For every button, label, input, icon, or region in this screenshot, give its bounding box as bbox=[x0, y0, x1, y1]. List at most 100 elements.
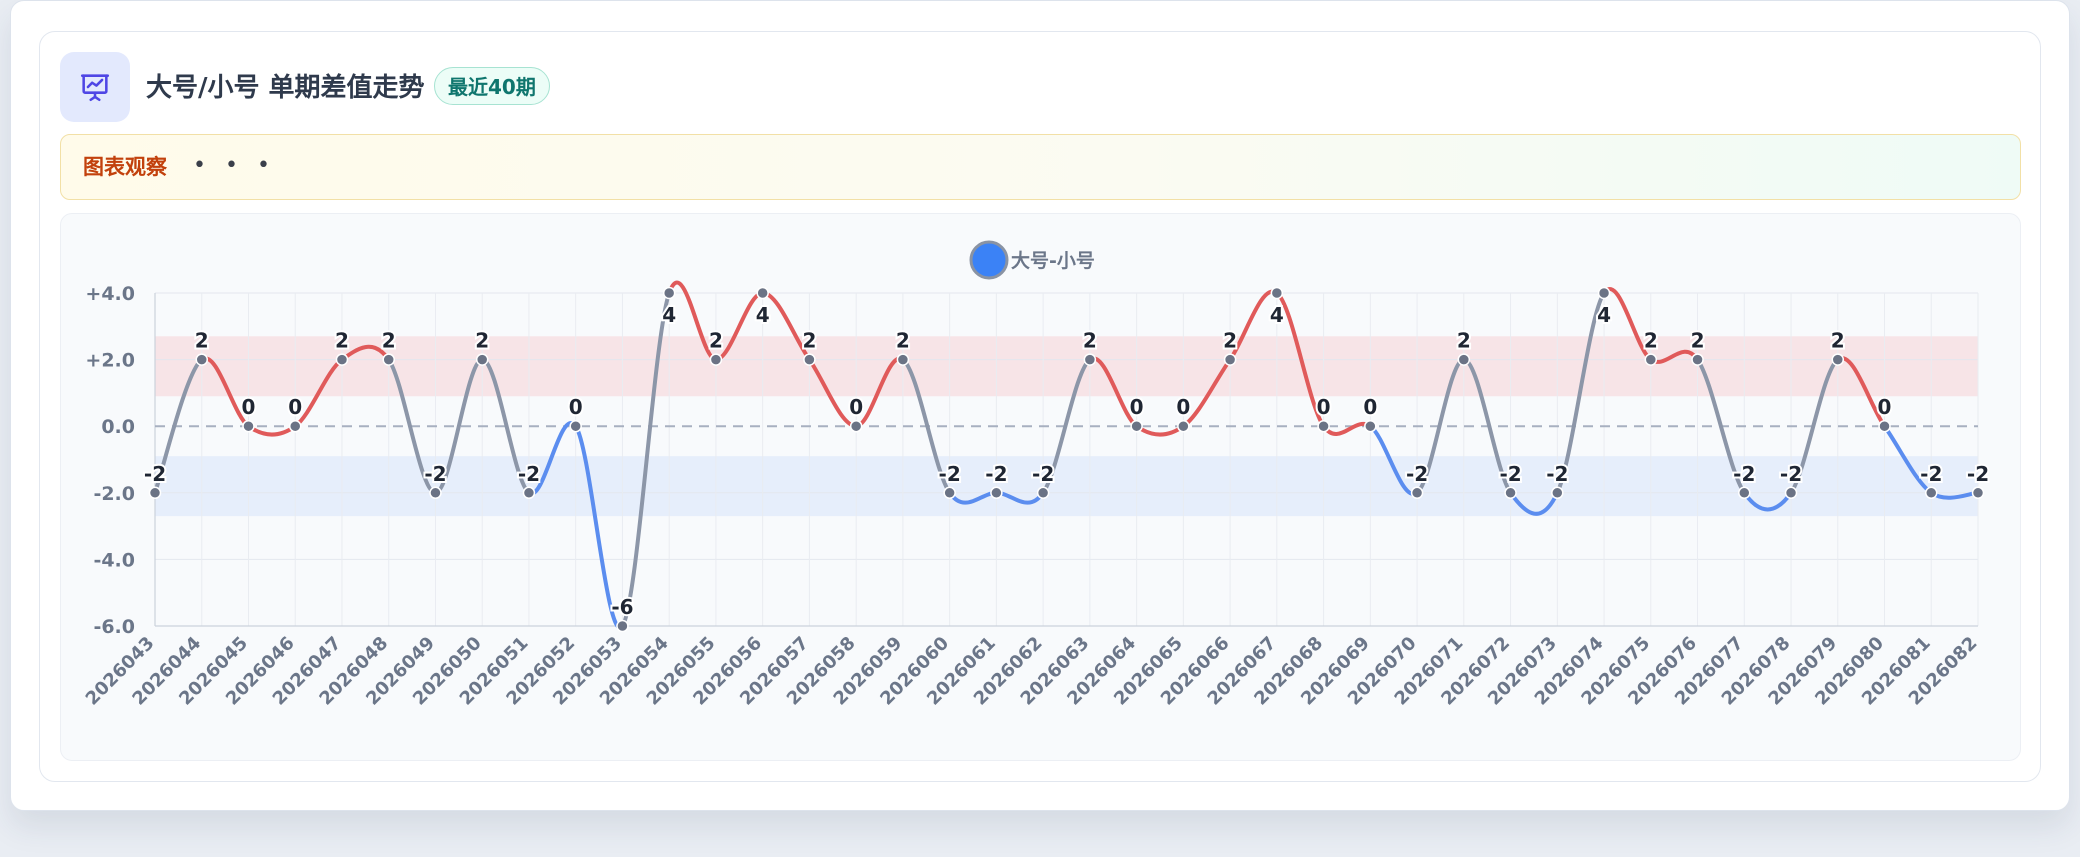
series-line-segment bbox=[667, 280, 718, 362]
data-label: 0 bbox=[1317, 395, 1331, 419]
data-label: 2 bbox=[1691, 329, 1705, 353]
data-label: 0 bbox=[1176, 395, 1190, 419]
data-point[interactable] bbox=[943, 486, 956, 500]
data-point[interactable] bbox=[1878, 419, 1891, 433]
data-point[interactable] bbox=[849, 419, 863, 433]
page-title: 大号/小号 单期差值走势 bbox=[146, 73, 425, 103]
data-point[interactable] bbox=[522, 486, 536, 500]
series-line-segment bbox=[480, 357, 531, 495]
data-point[interactable] bbox=[1410, 486, 1424, 500]
legend-marker[interactable] bbox=[969, 240, 1009, 280]
data-point[interactable] bbox=[1971, 486, 1985, 500]
data-point[interactable] bbox=[288, 419, 302, 433]
data-label: -2 bbox=[1406, 462, 1428, 486]
data-label: 0 bbox=[1878, 395, 1892, 419]
data-label: 2 bbox=[475, 329, 489, 353]
data-point[interactable] bbox=[616, 619, 629, 633]
series-line-segment bbox=[1602, 287, 1653, 362]
series-line-segment bbox=[293, 357, 344, 429]
series-line-segment bbox=[1134, 424, 1186, 437]
data-point[interactable] bbox=[1925, 486, 1938, 500]
series-line-segment bbox=[620, 291, 672, 628]
data-point[interactable] bbox=[1317, 419, 1330, 433]
data-point[interactable] bbox=[569, 419, 582, 433]
data-label: 2 bbox=[195, 329, 209, 353]
data-label: 2 bbox=[802, 329, 816, 353]
series-line-segment bbox=[386, 357, 438, 495]
y-tick-label: 0.0 bbox=[101, 416, 135, 438]
data-label: 0 bbox=[288, 395, 302, 419]
data-label: 4 bbox=[756, 303, 770, 327]
data-point[interactable] bbox=[1223, 353, 1237, 366]
data-label: -2 bbox=[424, 462, 446, 486]
series-line-segment bbox=[1742, 490, 1794, 512]
series-line-segment bbox=[433, 357, 485, 495]
legend-label[interactable]: 大号-小号 bbox=[1011, 249, 1095, 272]
series-line-segment bbox=[1415, 357, 1466, 495]
more-dots-icon[interactable]: • • • bbox=[193, 153, 276, 178]
data-point[interactable] bbox=[662, 286, 676, 300]
data-label: 2 bbox=[709, 329, 723, 353]
data-point[interactable] bbox=[1597, 286, 1611, 300]
data-label: -6 bbox=[611, 595, 633, 619]
data-point[interactable] bbox=[1504, 486, 1517, 500]
observation-panel[interactable]: 图表观察 • • • bbox=[60, 134, 2021, 200]
data-point[interactable] bbox=[1270, 286, 1284, 300]
header-icon-box bbox=[60, 52, 130, 122]
data-point[interactable] bbox=[709, 353, 723, 366]
data-label: 2 bbox=[1223, 329, 1237, 353]
y-tick-label: -4.0 bbox=[93, 549, 135, 571]
data-label: -2 bbox=[1733, 462, 1755, 486]
data-point[interactable] bbox=[756, 286, 769, 300]
data-point[interactable] bbox=[335, 353, 349, 366]
data-label: -2 bbox=[1780, 462, 1802, 486]
data-label: -2 bbox=[1499, 462, 1521, 486]
chart-area: +4.0 +2.0 0.0 -2.0 -4.0 -6.0 2026043 2026044 202… bbox=[60, 213, 2021, 761]
data-point[interactable] bbox=[429, 486, 442, 500]
data-point[interactable] bbox=[990, 486, 1003, 500]
data-label: -2 bbox=[144, 462, 166, 486]
series-line-segment bbox=[1041, 357, 1092, 495]
data-point[interactable] bbox=[1130, 419, 1143, 433]
series-line-segment bbox=[1789, 357, 1840, 495]
data-label: -2 bbox=[518, 462, 540, 486]
data-label: 0 bbox=[569, 395, 583, 419]
data-point[interactable] bbox=[1738, 486, 1751, 500]
data-label: 2 bbox=[1644, 329, 1658, 353]
data-point[interactable] bbox=[1831, 353, 1845, 366]
series-line-segment bbox=[900, 357, 952, 495]
data-point[interactable] bbox=[1083, 353, 1097, 366]
highlight-band bbox=[155, 336, 1978, 397]
data-label: 0 bbox=[1130, 395, 1144, 419]
y-tick-label: -6.0 bbox=[93, 616, 135, 638]
data-point[interactable] bbox=[896, 353, 910, 366]
data-point[interactable] bbox=[148, 486, 162, 500]
data-point[interactable] bbox=[1551, 486, 1564, 500]
data-point[interactable] bbox=[1364, 419, 1377, 433]
diff-line-chart: +4.0+2.00.0-2.0-4.0-6.020260432026044202… bbox=[82, 240, 1991, 710]
series-line-segment bbox=[1461, 357, 1513, 495]
data-label: -2 bbox=[1032, 462, 1054, 486]
data-point[interactable] bbox=[1644, 353, 1658, 366]
data-label: 2 bbox=[1083, 329, 1097, 353]
data-label: 4 bbox=[1597, 303, 1611, 327]
data-label: -2 bbox=[1546, 462, 1568, 486]
data-point[interactable] bbox=[1036, 486, 1050, 500]
data-point[interactable] bbox=[1691, 353, 1704, 366]
data-label: 0 bbox=[849, 395, 863, 419]
data-label: 0 bbox=[242, 395, 256, 419]
data-point[interactable] bbox=[803, 353, 816, 366]
data-point[interactable] bbox=[1457, 353, 1471, 366]
y-tick-label: +2.0 bbox=[85, 350, 135, 372]
data-label: 2 bbox=[382, 329, 396, 353]
data-label: 0 bbox=[1363, 395, 1377, 419]
data-point[interactable] bbox=[382, 353, 395, 366]
highlight-band bbox=[155, 456, 1978, 517]
data-label: -2 bbox=[1967, 462, 1989, 486]
data-point[interactable] bbox=[475, 353, 489, 366]
data-label: -2 bbox=[939, 462, 961, 486]
data-point[interactable] bbox=[195, 353, 208, 366]
data-point[interactable] bbox=[1177, 419, 1190, 433]
data-point[interactable] bbox=[1784, 486, 1798, 500]
data-point[interactable] bbox=[242, 419, 255, 433]
